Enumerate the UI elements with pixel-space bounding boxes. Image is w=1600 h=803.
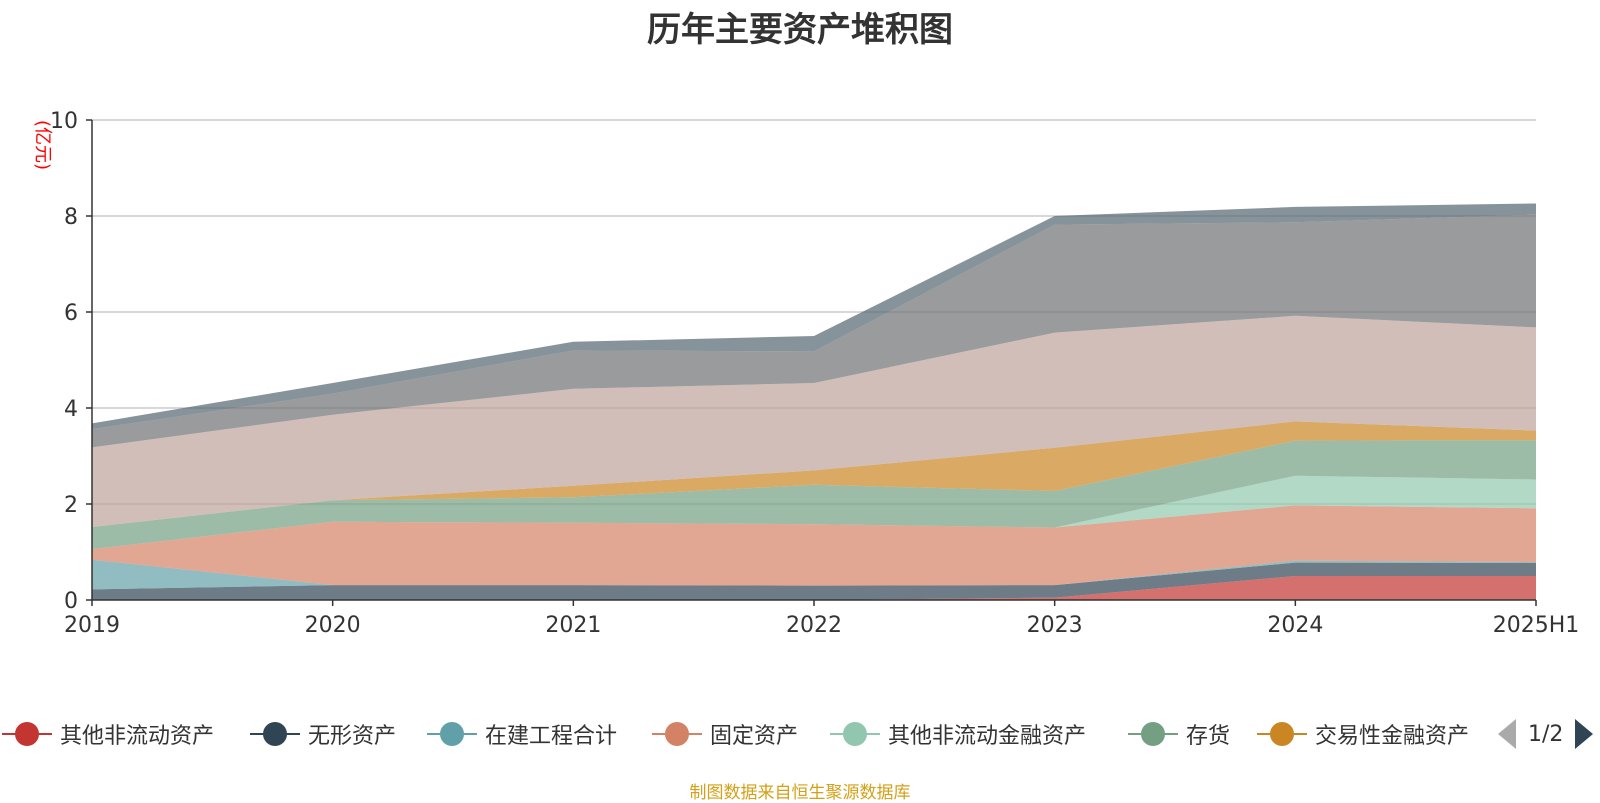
legend-label: 在建工程合计 [485,724,618,749]
legend-marker-icon [1128,719,1178,749]
area-series-7 [92,421,1536,527]
legend-marker-icon [250,719,300,749]
data-source-note: 制图数据来自恒生聚源数据库 [689,783,911,803]
legend-item-7[interactable]: 交易性金融资产 [1257,714,1469,754]
legend-marker-icon [1257,719,1307,749]
legend-label: 交易性金融资产 [1315,724,1470,749]
legend-label: 固定资产 [710,724,799,749]
x-tick-label-2022: 2022 [786,613,842,638]
x-tick-label-2021: 2021 [545,613,601,638]
x-tick-label-2019: 2019 [64,613,120,638]
legend-marker-icon [427,719,477,749]
area-series-8 [92,315,1536,527]
legend-next-page-icon[interactable] [1575,719,1594,749]
axes: 0 2 4 6 8 10 2019 2020 2021 2022 2023 2024 2025H1 [50,109,1579,638]
area-series-1 [92,576,1536,600]
area-series [92,203,1536,600]
stacked-area-chart: 0 2 4 6 8 10 2019 2020 2021 2022 2023 2024 2025H1 (亿… [32,109,1579,638]
legend-marker-icon [830,719,880,749]
y-axis-label: (亿元) [32,120,53,170]
area-series-10 [92,203,1536,430]
legend-marker-icon [2,719,52,749]
legend-item-6[interactable]: 存货 [1128,714,1230,754]
area-series-4 [92,505,1536,586]
legend-label: 其他非流动金融资产 [888,724,1087,749]
legend-item-3[interactable]: 在建工程合计 [427,714,617,754]
legend-item-1[interactable]: 其他非流动资产 [2,714,214,754]
y-tick-label-2: 2 [64,493,78,518]
area-series-6 [92,440,1536,550]
x-tick-label-2025H1: 2025H1 [1493,613,1580,638]
legend-item-4[interactable]: 固定资产 [652,714,798,754]
legend-page-indicator: 1/2 [1528,721,1564,747]
area-series-9 [92,214,1536,448]
legend-label: 其他非流动资产 [60,724,215,749]
chart-legend: 其他非流动资产 无形资产 在建工程合计 固定资产 其他非流动金融资产 存货 交易性金融资产 [0,714,1600,754]
legend-item-5[interactable]: 其他非流动金融资产 [830,714,1086,754]
area-series-3 [92,559,1536,590]
legend-item-2[interactable]: 无形资产 [250,714,396,754]
x-tick-label-2023: 2023 [1027,613,1083,638]
x-tick-label-2020: 2020 [305,613,361,638]
y-tick-label-10: 10 [50,109,78,134]
y-tick-label-0: 0 [64,589,78,614]
chart-title: 历年主要资产堆积图 [647,10,953,50]
y-tick-label-8: 8 [64,205,78,230]
legend-prev-page-icon[interactable] [1498,719,1516,749]
y-tick-label-6: 6 [64,301,78,326]
legend-pager: 1/2 [1498,714,1594,754]
legend-label: 无形资产 [308,724,397,749]
legend-label: 存货 [1186,724,1231,749]
y-tick-label-4: 4 [64,397,78,422]
legend-marker-icon [652,719,702,749]
area-series-5 [92,475,1536,550]
area-series-2 [92,562,1536,600]
x-tick-label-2024: 2024 [1267,613,1323,638]
